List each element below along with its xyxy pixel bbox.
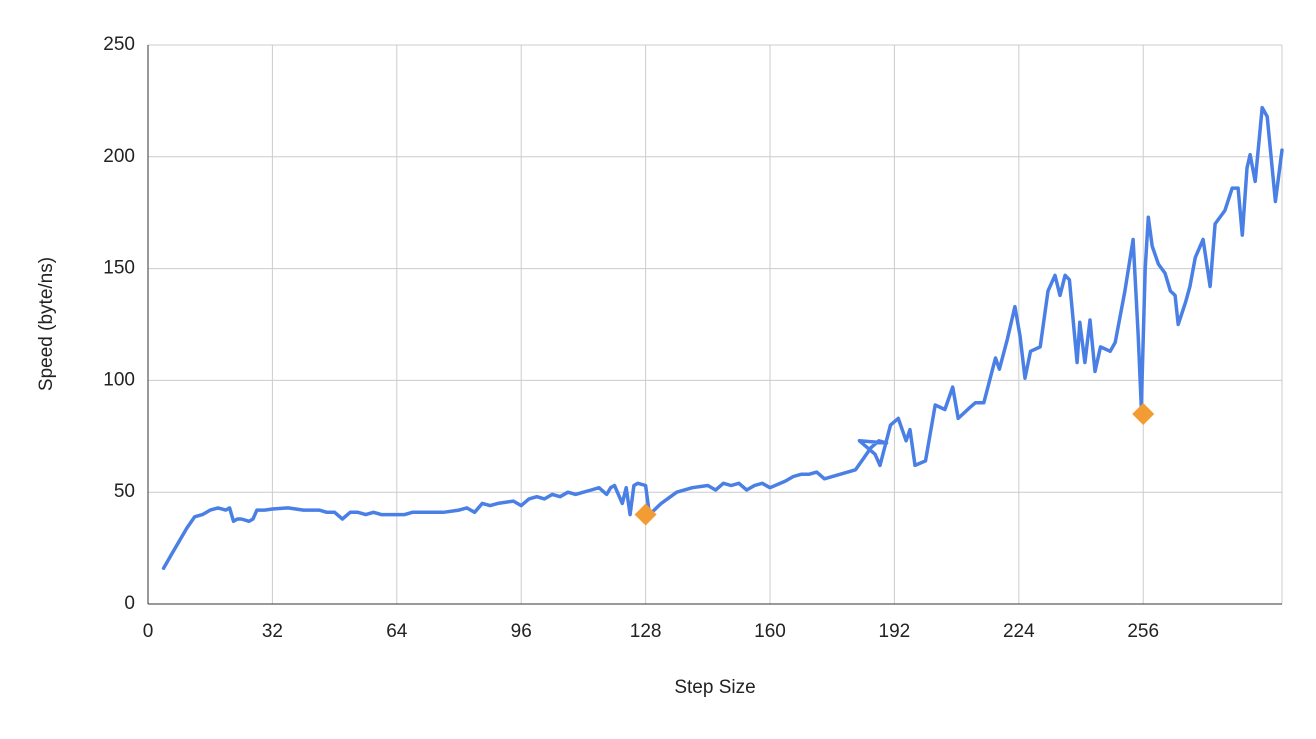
x-tick-label: 160: [754, 621, 786, 642]
y-tick-label: 150: [103, 258, 135, 279]
x-tick-label: 224: [1003, 621, 1035, 642]
y-tick-label: 100: [103, 369, 135, 390]
y-axis-label: Speed (byte/ns): [36, 257, 57, 391]
x-tick-label: 128: [630, 621, 662, 642]
x-tick-label: 192: [879, 621, 911, 642]
x-tick-label: 256: [1127, 621, 1159, 642]
x-tick-label: 64: [386, 621, 408, 642]
highlight-point: [1132, 402, 1155, 425]
x-axis-label: Step Size: [674, 677, 755, 698]
x-tick-label: 32: [262, 621, 283, 642]
highlight-point: [634, 503, 657, 526]
x-tick-label: 96: [511, 621, 532, 642]
y-tick-label: 200: [103, 146, 135, 167]
y-tick-label: 50: [114, 481, 135, 502]
y-tick-label: 250: [103, 34, 135, 55]
data-line: [161, 105, 1284, 570]
x-tick-label: 0: [143, 621, 154, 642]
y-tick-label: 0: [124, 593, 135, 614]
